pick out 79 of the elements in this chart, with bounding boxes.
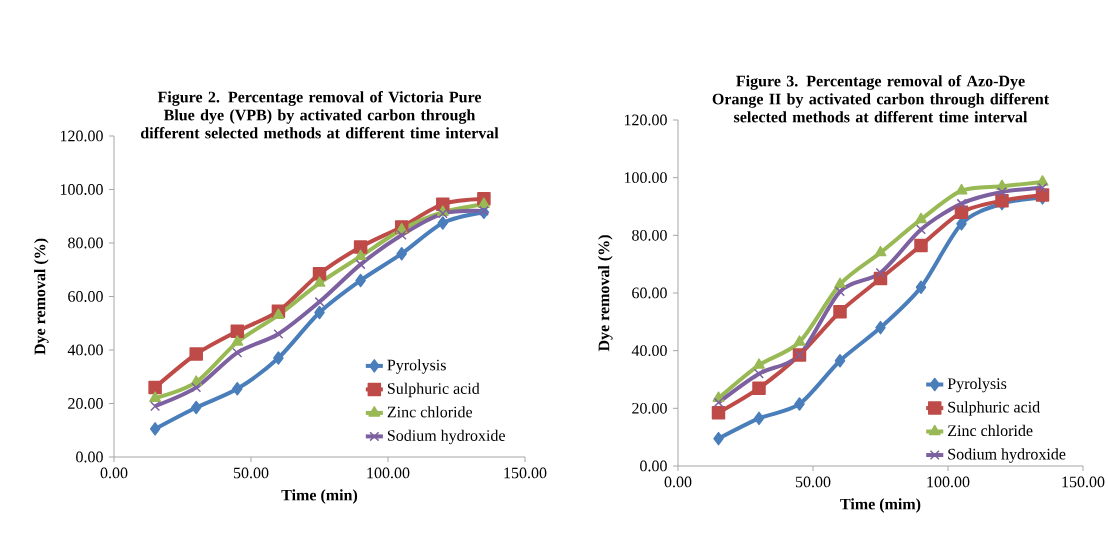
point	[355, 273, 366, 288]
point	[793, 335, 806, 346]
x-axis-title: Time (mim)	[840, 498, 921, 513]
y-tick-label: 60.00	[68, 291, 103, 302]
y-tick-label: 120.00	[60, 130, 103, 142]
point	[875, 320, 886, 335]
point	[230, 324, 245, 339]
point	[312, 267, 327, 281]
point	[1037, 182, 1048, 193]
point	[956, 217, 967, 231]
legend-label: Zinc chloride	[387, 406, 473, 418]
chart-title: Figure 2. Percentage removal of Victoria Pure Blue dye (VPB) by activated carbon through different selected methods at different time interval	[140, 91, 499, 139]
point	[150, 401, 161, 412]
point	[149, 391, 162, 402]
point	[997, 187, 1007, 198]
x-tick-label: 50.00	[795, 476, 831, 488]
y-tick-label: 80.00	[68, 237, 103, 249]
legend-label: Sodium hydroxide	[948, 448, 1066, 463]
point	[232, 382, 243, 396]
point	[996, 179, 1008, 191]
y-tick-label: 80.00	[632, 229, 667, 241]
point	[231, 335, 244, 346]
x-tick-label: 0.00	[664, 476, 692, 488]
x-tick-label: 150.00	[504, 467, 547, 479]
legend-label: Sodium hydroxide	[387, 429, 505, 445]
point	[353, 240, 368, 254]
x-tick-label: 50.00	[233, 467, 269, 479]
chart-title: Figure 3. Percentage removal of Azo-Dye Orange II by activated carbon through different selected methods at different time interval	[712, 75, 1050, 123]
point	[752, 381, 766, 395]
point	[753, 358, 765, 369]
point	[189, 347, 203, 361]
x-tick-label: 0.00	[100, 467, 128, 479]
point	[914, 238, 928, 253]
point	[713, 431, 724, 446]
y-tick-label: 20.00	[632, 402, 667, 414]
point	[148, 380, 162, 395]
legend-label: Zinc chloride	[948, 424, 1033, 437]
x-axis-title: Time (min)	[281, 489, 358, 504]
point	[273, 351, 284, 365]
legend-label: Pyrolysis	[387, 359, 446, 374]
point	[396, 246, 407, 261]
point	[915, 280, 927, 294]
x-tick-label: 150.00	[1062, 476, 1105, 488]
point	[915, 212, 927, 224]
point	[874, 245, 887, 257]
point	[875, 267, 886, 278]
point	[753, 411, 765, 426]
point	[354, 249, 367, 261]
y-tick-label: 0.00	[76, 451, 103, 463]
point	[437, 216, 449, 230]
point	[833, 304, 847, 319]
point	[711, 405, 726, 420]
y-tick-label: 40.00	[631, 345, 667, 357]
point	[956, 198, 967, 209]
point	[713, 397, 724, 408]
point	[272, 308, 285, 319]
point	[794, 397, 805, 411]
y-tick-label: 120.00	[624, 114, 667, 126]
x-tick-label: 100.00	[367, 467, 410, 479]
point	[477, 197, 490, 208]
point	[834, 354, 846, 368]
y-tick-label: 60.00	[632, 287, 667, 299]
point	[396, 229, 407, 240]
y-tick-label: 20.00	[68, 398, 103, 409]
point	[191, 382, 202, 393]
y-tick-label: 100.00	[624, 172, 667, 184]
y-tick-label: 100.00	[60, 184, 103, 195]
y-tick-label: 40.00	[67, 344, 103, 356]
y-axis-title: Dye removal (%)	[34, 238, 49, 355]
y-axis-title: Dye removal (%)	[598, 235, 613, 352]
point	[314, 305, 325, 320]
legend-label: Sulphuric acid	[948, 401, 1040, 416]
x-tick-label: 100.00	[927, 476, 970, 488]
point	[190, 400, 202, 415]
legend-label: Sulphuric acid	[387, 382, 480, 398]
point	[149, 422, 161, 436]
legend-label: Pyrolysis	[947, 377, 1007, 393]
point	[834, 277, 846, 289]
point	[313, 276, 326, 287]
